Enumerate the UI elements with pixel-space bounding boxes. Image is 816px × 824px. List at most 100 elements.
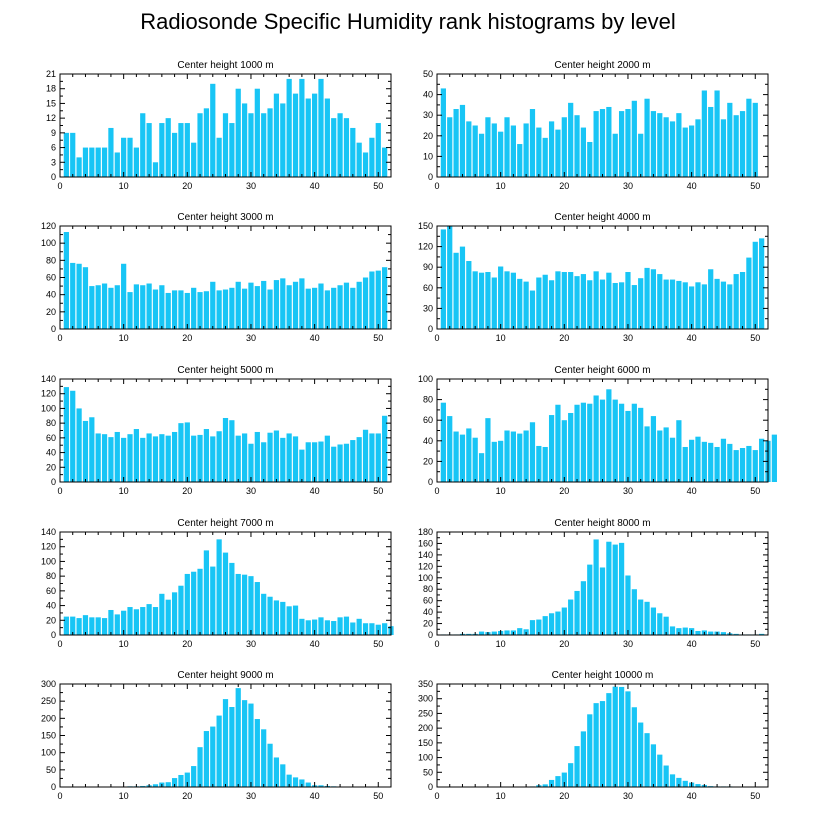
histogram-bar	[663, 427, 669, 482]
histogram-bar	[631, 285, 637, 329]
histogram-bar	[676, 280, 682, 329]
histogram-bar	[657, 430, 663, 482]
histogram-bar	[95, 617, 101, 635]
histogram-bar	[561, 117, 567, 177]
histogram-bar	[331, 118, 337, 177]
x-tick-label: 50	[373, 486, 383, 496]
histogram-bar	[292, 93, 299, 177]
histogram-bar	[695, 282, 701, 329]
histogram-bar	[752, 102, 758, 177]
x-tick-label: 50	[373, 639, 383, 649]
panel-title: Center height 1000 m	[177, 60, 273, 71]
histogram-bar	[625, 691, 631, 787]
histogram-bar	[356, 618, 362, 635]
x-tick-label: 40	[310, 486, 320, 496]
histogram-bar	[222, 699, 229, 787]
histogram-bar	[727, 443, 733, 482]
y-tick-label: 150	[418, 738, 433, 748]
x-tick-label: 0	[434, 639, 439, 649]
x-tick-label: 20	[182, 791, 192, 801]
histogram-bar	[453, 431, 459, 482]
histogram-bar	[650, 744, 657, 787]
histogram-bar	[222, 552, 229, 635]
histogram-bar	[203, 429, 210, 482]
histogram-bar	[171, 431, 178, 482]
y-tick-label: 100	[418, 753, 433, 763]
histogram-bar	[273, 93, 280, 177]
histogram-bar	[720, 632, 727, 635]
histogram-bar	[606, 272, 612, 329]
histogram-bar	[331, 621, 337, 635]
y-tick-label: 150	[41, 731, 56, 741]
histogram-bar	[286, 774, 292, 787]
histogram-bar	[121, 137, 127, 177]
histogram-bar	[89, 147, 95, 177]
histogram-bar	[542, 274, 548, 329]
histogram-bar	[343, 118, 350, 177]
histogram-bar	[593, 271, 599, 329]
histogram-bar	[375, 123, 381, 177]
y-tick-label: 40	[423, 90, 433, 100]
histogram-bar	[210, 83, 216, 177]
histogram-bar	[720, 119, 727, 177]
histogram-bar	[708, 269, 714, 329]
histogram-bar	[555, 129, 561, 177]
histogram-bar	[618, 686, 625, 787]
histogram-bar	[695, 436, 701, 482]
histogram-bar	[248, 113, 254, 177]
histogram-bar	[733, 633, 739, 635]
x-tick-label: 20	[182, 639, 192, 649]
histogram-bar	[292, 436, 299, 482]
histogram-panel: Center height 4000 m 0 10 20 30 40 50 0 30 60 90 12…	[418, 212, 769, 343]
x-tick-label: 20	[182, 486, 192, 496]
histogram-bar	[746, 445, 752, 482]
histogram-bar	[638, 722, 644, 787]
histogram-bar	[682, 627, 688, 635]
histogram-bar	[568, 412, 574, 482]
y-tick-label: 60	[423, 596, 433, 606]
histogram-bar	[663, 279, 669, 329]
histogram-bar	[197, 568, 203, 635]
histogram-bar	[478, 453, 485, 482]
y-tick-label: 80	[423, 395, 433, 405]
histogram-panel: Center height 5000 m 0 10 20 30 40 50 0 20 40 60 80…	[41, 365, 392, 496]
x-tick-label: 50	[373, 181, 383, 191]
histogram-bar	[241, 433, 248, 482]
x-tick-label: 40	[687, 181, 697, 191]
histogram-bar	[305, 98, 311, 177]
histogram-bar	[267, 289, 273, 329]
y-tick-label: 0	[51, 477, 56, 487]
histogram-bar	[701, 441, 707, 482]
panel-title: Center height 4000 m	[554, 212, 650, 223]
histogram-bar	[676, 628, 682, 635]
x-tick-label: 10	[496, 791, 506, 801]
histogram-bar	[235, 88, 241, 177]
x-tick-label: 40	[310, 639, 320, 649]
histogram-bar	[733, 450, 739, 482]
histogram-bar	[235, 573, 241, 635]
histogram-bar	[555, 404, 561, 482]
histogram-bar	[343, 616, 350, 635]
histogram-bar	[631, 707, 637, 787]
histogram-bar	[261, 593, 267, 635]
histogram-bar	[171, 290, 178, 330]
histogram-bar	[82, 147, 89, 177]
x-tick-label: 50	[373, 333, 383, 343]
histogram-bar	[447, 416, 453, 482]
x-tick-label: 30	[623, 486, 633, 496]
y-tick-label: 50	[423, 767, 433, 777]
histogram-bar	[459, 104, 466, 177]
x-tick-label: 50	[373, 791, 383, 801]
histogram-bar	[362, 277, 369, 329]
histogram-bar	[746, 98, 752, 177]
histogram-bar	[331, 446, 337, 482]
y-tick-label: 200	[41, 713, 56, 723]
histogram-bar	[739, 272, 746, 329]
histogram-bar	[574, 276, 580, 329]
histogram-bar	[362, 152, 369, 177]
histogram-bar	[733, 274, 739, 329]
histogram-bar	[318, 78, 324, 177]
histogram-bar	[447, 117, 453, 177]
histogram-bar	[254, 286, 260, 329]
histogram-bar	[498, 440, 504, 482]
